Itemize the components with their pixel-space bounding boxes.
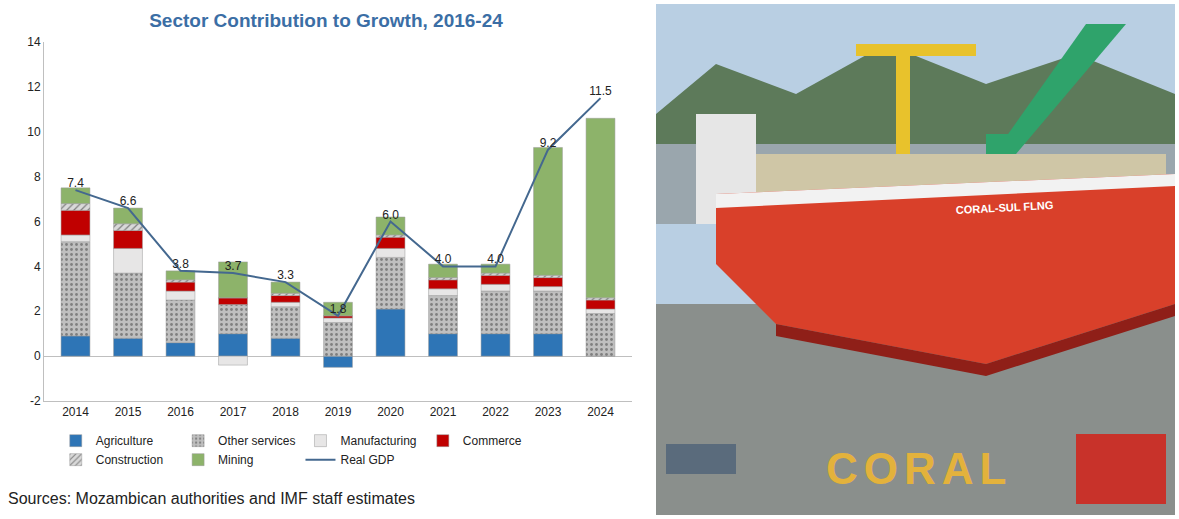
svg-text:11.5: 11.5 bbox=[589, 84, 612, 98]
svg-text:2019: 2019 bbox=[325, 405, 352, 419]
svg-text:6.0: 6.0 bbox=[382, 208, 399, 222]
svg-text:2024: 2024 bbox=[587, 405, 614, 419]
svg-text:2015: 2015 bbox=[115, 405, 142, 419]
svg-text:-2: -2 bbox=[30, 394, 41, 408]
svg-text:2022: 2022 bbox=[482, 405, 509, 419]
svg-text:14: 14 bbox=[27, 35, 41, 49]
svg-text:9.2: 9.2 bbox=[540, 136, 557, 150]
svg-text:2017: 2017 bbox=[220, 405, 247, 419]
svg-text:2018: 2018 bbox=[272, 405, 299, 419]
svg-text:Manufacturing: Manufacturing bbox=[340, 434, 416, 448]
svg-text:3.8: 3.8 bbox=[172, 257, 189, 271]
svg-text:1.8: 1.8 bbox=[330, 302, 347, 316]
svg-text:6: 6 bbox=[34, 215, 41, 229]
svg-text:6.6: 6.6 bbox=[120, 194, 137, 208]
svg-text:CORAL: CORAL bbox=[826, 444, 1012, 493]
svg-text:Construction: Construction bbox=[96, 453, 163, 467]
svg-text:4.0: 4.0 bbox=[487, 252, 504, 266]
svg-text:4.0: 4.0 bbox=[435, 252, 452, 266]
svg-text:3.3: 3.3 bbox=[277, 268, 294, 282]
svg-text:Other services: Other services bbox=[218, 434, 295, 448]
svg-text:CORAL-SUL FLNG: CORAL-SUL FLNG bbox=[955, 199, 1053, 216]
svg-text:2: 2 bbox=[34, 304, 41, 318]
svg-text:12: 12 bbox=[27, 80, 41, 94]
svg-text:Real GDP: Real GDP bbox=[340, 453, 394, 467]
svg-text:2021: 2021 bbox=[430, 405, 457, 419]
svg-text:Agriculture: Agriculture bbox=[96, 434, 154, 448]
svg-text:Sector Contribution to Growth,: Sector Contribution to Growth, 2016-24 bbox=[149, 10, 503, 31]
svg-text:Commerce: Commerce bbox=[463, 434, 522, 448]
svg-text:7.4: 7.4 bbox=[67, 176, 84, 190]
svg-text:3.7: 3.7 bbox=[225, 259, 242, 273]
svg-text:2014: 2014 bbox=[62, 405, 89, 419]
svg-text:10: 10 bbox=[27, 125, 41, 139]
svg-text:Mining: Mining bbox=[218, 453, 253, 467]
svg-text:2023: 2023 bbox=[535, 405, 562, 419]
svg-text:2020: 2020 bbox=[377, 405, 404, 419]
svg-text:4: 4 bbox=[34, 260, 41, 274]
svg-text:8: 8 bbox=[34, 170, 41, 184]
html-text:Sources: Mozambican authoritie: Sources: Mozambican authorities and IMF … bbox=[8, 490, 415, 507]
svg-text:0: 0 bbox=[34, 349, 41, 363]
svg-text:2016: 2016 bbox=[167, 405, 194, 419]
